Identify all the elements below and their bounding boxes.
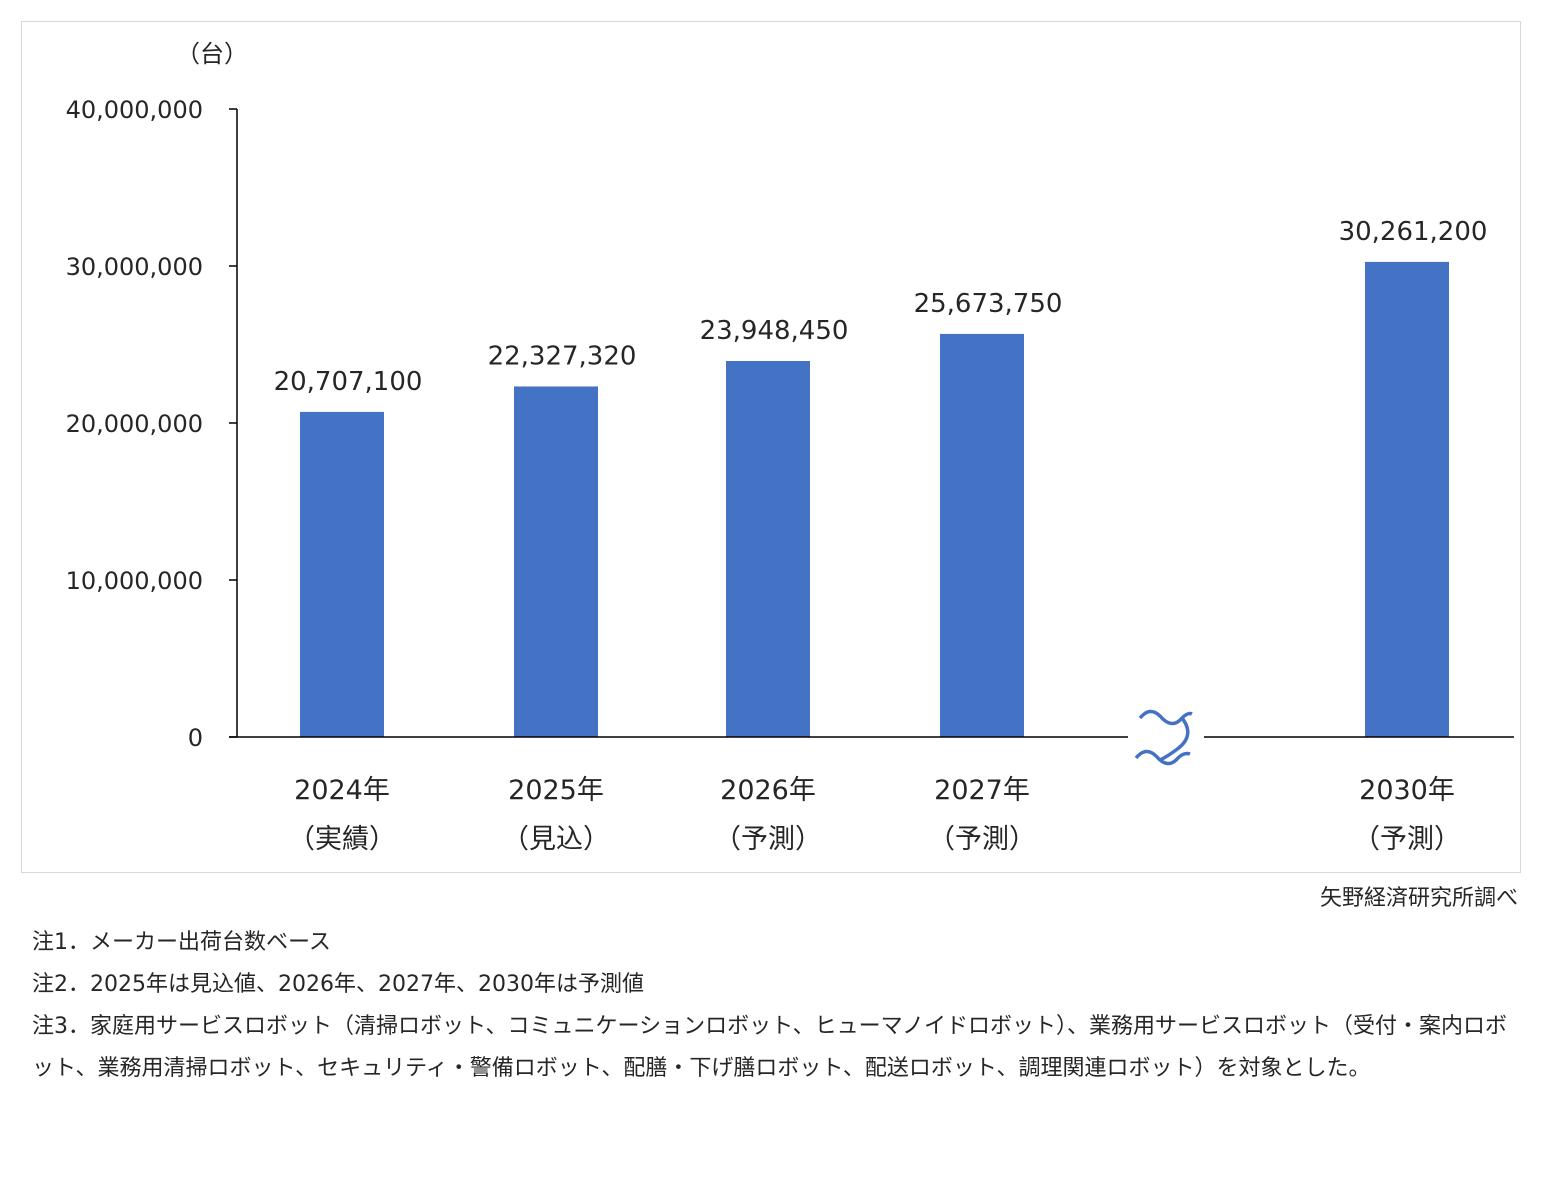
bar [514,386,598,737]
notes: 注1．メーカー出荷台数ベース 注2．2025年は見込値、2026年、2027年、… [32,922,1512,1090]
y-tick-label: 10,000,000 [66,567,203,595]
y-tick-label: 20,000,000 [66,410,203,438]
y-tick-label: 30,000,000 [66,253,203,281]
y-tick-label: 0 [188,724,203,752]
bar-value-label: 25,673,750 [914,289,1063,319]
x-category-year: 2026年 [720,775,816,806]
note-1: 注1．メーカー出荷台数ベース [32,930,331,955]
chart-axes [229,108,238,738]
x-category-status: （実績） [288,824,396,855]
bar [940,333,1024,737]
x-category-year: 2024年 [294,775,390,806]
note-3: 注3．家庭用サービスロボット（清掃ロボット、コミュニケーションロボット、ヒューマ… [32,1014,1508,1081]
x-category-status: （見込） [502,824,610,855]
x-category-status: （予測） [928,824,1036,855]
x-category-year: 2030年 [1359,775,1455,806]
chart-frame [21,21,1521,873]
bar-value-label: 20,707,100 [274,367,423,397]
source-credit: 矢野経済研究所調べ [1319,886,1518,911]
x-category-status: （予測） [714,824,822,855]
bar-value-label: 23,948,450 [700,316,849,346]
note-2: 注2．2025年は見込値、2026年、2027年、2030年は予測値 [32,972,644,997]
y-tick-label: 40,000,000 [66,96,203,124]
bar-value-label: 30,261,200 [1339,217,1488,247]
bar [1365,261,1449,737]
bar-chart: 0 10,000,000 20,000,000 30,000,000 40,000,00… [66,40,1514,855]
bar [726,361,810,737]
bar-value-label: 22,327,320 [488,341,637,371]
x-category-status: （予測） [1353,824,1461,855]
bar [300,411,384,737]
y-unit-label: （台） [176,40,248,68]
chart-labels: 0 10,000,000 20,000,000 30,000,000 40,000,00… [66,40,1514,855]
x-category-year: 2025年 [508,775,604,806]
chart-bars [300,261,1449,737]
axis-break-icon [1128,704,1204,776]
x-category-year: 2027年 [934,775,1030,806]
